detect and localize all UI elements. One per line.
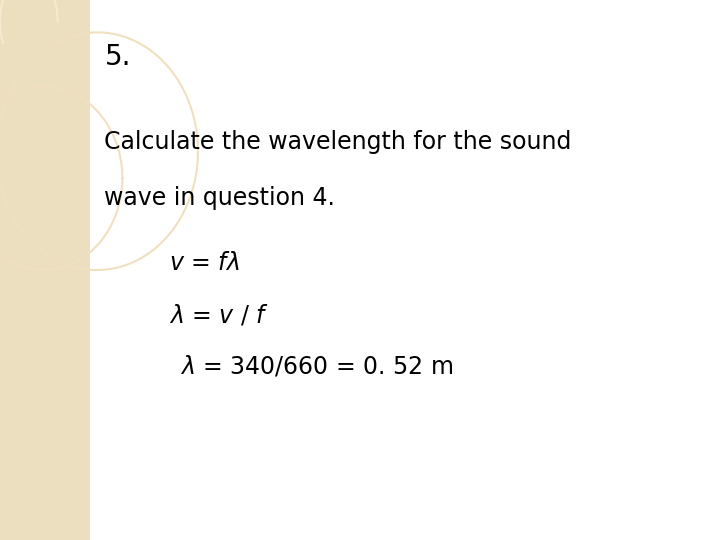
- Text: 5.: 5.: [104, 43, 131, 71]
- Text: $\lambda$ = 340/660 = 0. 52 m: $\lambda$ = 340/660 = 0. 52 m: [180, 354, 454, 379]
- Text: Calculate the wavelength for the sound: Calculate the wavelength for the sound: [104, 130, 572, 153]
- Text: $v$ = $f\lambda$: $v$ = $f\lambda$: [169, 251, 240, 275]
- Text: wave in question 4.: wave in question 4.: [104, 186, 336, 210]
- Text: $\lambda$ = $v$ / $f$: $\lambda$ = $v$ / $f$: [169, 302, 269, 327]
- Bar: [0, 0, 90, 540]
